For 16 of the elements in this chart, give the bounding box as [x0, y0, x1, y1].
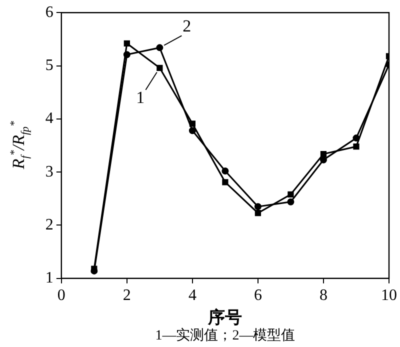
y-tick-label: 1 [45, 270, 54, 287]
x-tick-label: 10 [381, 287, 397, 304]
legend-label: 1 [136, 88, 145, 107]
y-tick-label: 4 [45, 110, 54, 128]
x-tick-label: 6 [254, 287, 262, 304]
y-tick-label: 5 [45, 56, 54, 74]
x-tick-label: 8 [319, 287, 328, 304]
y-tick-label: 6 [45, 4, 54, 21]
x-tick-label: 2 [122, 287, 131, 304]
series-label: 2 [182, 16, 192, 36]
x-tick-label: 0 [57, 287, 66, 304]
x-axis-title: 序号 [207, 308, 242, 328]
x-tick-label: 4 [188, 287, 196, 304]
text: 1—实测值；2—模型值 [155, 328, 296, 344]
y-tick-label: 2 [45, 216, 54, 234]
y-tick-label: 3 [45, 163, 54, 180]
